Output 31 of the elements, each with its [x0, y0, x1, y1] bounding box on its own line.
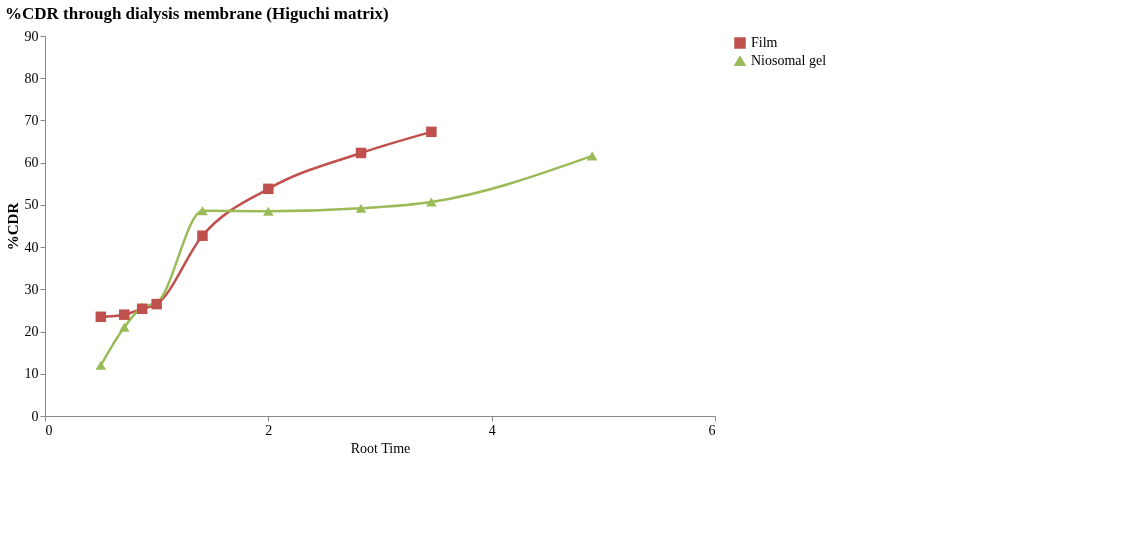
y-tick-label: 60 — [24, 155, 39, 171]
y-axis-title: %CDR — [4, 202, 21, 251]
y-tick-label: 10 — [24, 366, 39, 382]
y-tick-label: 70 — [24, 112, 39, 128]
point — [197, 206, 208, 216]
x-axis-title: Root Time — [350, 440, 411, 456]
x-tick-label: 0 — [45, 422, 53, 438]
point — [586, 151, 598, 161]
point — [119, 309, 130, 320]
point — [426, 126, 437, 138]
point — [263, 206, 274, 216]
y-tick-label: 40 — [24, 239, 39, 255]
point — [119, 322, 130, 332]
x-tick-label: 2 — [265, 422, 273, 438]
point — [355, 147, 367, 159]
chart-title: %CDR through dialysis membrane (Higuchi matrix) — [5, 4, 389, 23]
y-tick-label: 0 — [31, 408, 39, 424]
y-tick-label: 90 — [24, 28, 39, 44]
legend-label: Film — [751, 35, 778, 50]
x-tick-label: 6 — [708, 422, 716, 438]
y-tick-label: 20 — [24, 324, 39, 340]
x-tick-label: 4 — [488, 422, 496, 438]
point — [197, 230, 208, 241]
point — [263, 183, 274, 195]
y-tick-label: 50 — [24, 197, 39, 213]
point — [95, 311, 107, 323]
y-tick-label: 80 — [24, 70, 39, 86]
point — [95, 360, 107, 370]
legend-label: Niosomal gel — [751, 53, 827, 68]
point — [355, 203, 367, 213]
y-tick-label: 30 — [24, 281, 39, 297]
